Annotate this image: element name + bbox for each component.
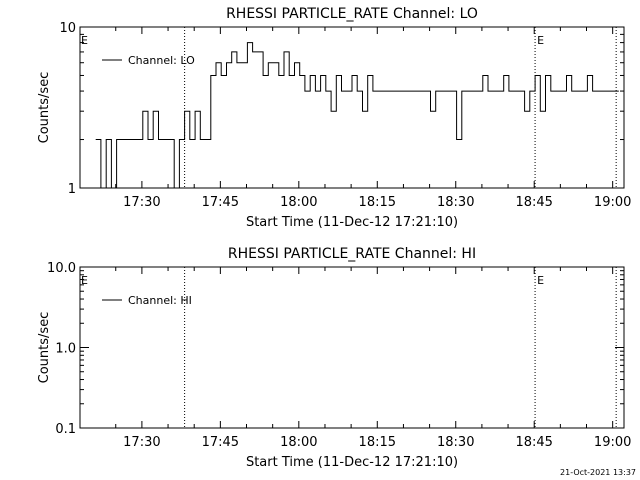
y-tick-label: 1.0 bbox=[55, 342, 76, 357]
y-axis: 1 10 bbox=[59, 21, 624, 197]
plot-frame bbox=[79, 26, 625, 189]
chart-title: RHESSI PARTICLE_RATE Channel: LO bbox=[226, 6, 478, 22]
x-tick-label: 19:00 bbox=[594, 195, 631, 210]
x-axis: 17:30 17:45 18:00 18:15 18:30 18:45 19:00 bbox=[115, 27, 631, 210]
x-axis-label: Start Time (11-Dec-12 17:21:10) bbox=[246, 455, 458, 470]
legend-label: Channel: LO bbox=[128, 54, 195, 67]
event-marker-label: E bbox=[81, 34, 88, 47]
y-tick-label: 10.0 bbox=[47, 261, 76, 276]
legend-label: Channel: HI bbox=[128, 294, 192, 307]
x-tick-label: 17:45 bbox=[202, 435, 239, 450]
x-tick-label: 18:15 bbox=[359, 435, 396, 450]
x-tick-label: 18:45 bbox=[515, 435, 552, 450]
x-tick-label: 18:15 bbox=[359, 195, 396, 210]
x-axis-label: Start Time (11-Dec-12 17:21:10) bbox=[246, 215, 458, 230]
y-axis: 0.1 1.0 10.0 bbox=[47, 261, 624, 437]
x-tick-label: 18:30 bbox=[437, 435, 474, 450]
generation-timestamp: 21-Oct-2021 13:37 bbox=[560, 468, 636, 477]
chart-title: RHESSI PARTICLE_RATE Channel: HI bbox=[228, 246, 476, 262]
x-tick-label: 17:45 bbox=[202, 195, 239, 210]
y-tick-label: 0.1 bbox=[55, 422, 76, 437]
x-tick-label: 18:45 bbox=[515, 195, 552, 210]
x-tick-label: 19:00 bbox=[594, 435, 631, 450]
x-tick-label: 17:30 bbox=[123, 195, 160, 210]
x-tick-label: 17:30 bbox=[123, 435, 160, 450]
y-axis-label: Counts/sec bbox=[37, 72, 52, 144]
y-tick-label: 1 bbox=[68, 182, 76, 197]
event-marker-label: E bbox=[537, 274, 544, 287]
x-axis: 17:30 17:45 18:00 18:15 18:30 18:45 19:00 bbox=[115, 267, 631, 450]
series-line-primary bbox=[95, 42, 619, 189]
x-tick-label: 18:00 bbox=[280, 195, 317, 210]
event-marker-label: E bbox=[537, 34, 544, 47]
x-tick-label: 18:00 bbox=[280, 435, 317, 450]
x-tick-label: 18:30 bbox=[437, 195, 474, 210]
y-axis-label: Counts/sec bbox=[37, 312, 52, 384]
y-tick-label: 10 bbox=[59, 21, 76, 36]
event-marker-label: E bbox=[81, 274, 88, 287]
